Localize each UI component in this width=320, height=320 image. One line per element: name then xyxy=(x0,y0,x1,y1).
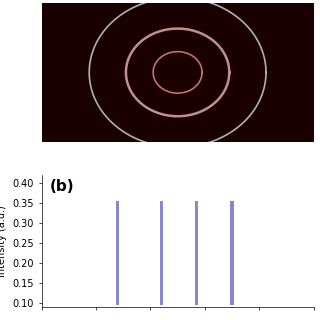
Text: (b): (b) xyxy=(50,179,74,194)
Bar xyxy=(195,201,198,305)
Bar xyxy=(160,201,163,305)
Bar xyxy=(116,201,119,305)
Bar xyxy=(230,201,234,305)
Y-axis label: Intensity (a.u.): Intensity (a.u.) xyxy=(0,205,7,277)
